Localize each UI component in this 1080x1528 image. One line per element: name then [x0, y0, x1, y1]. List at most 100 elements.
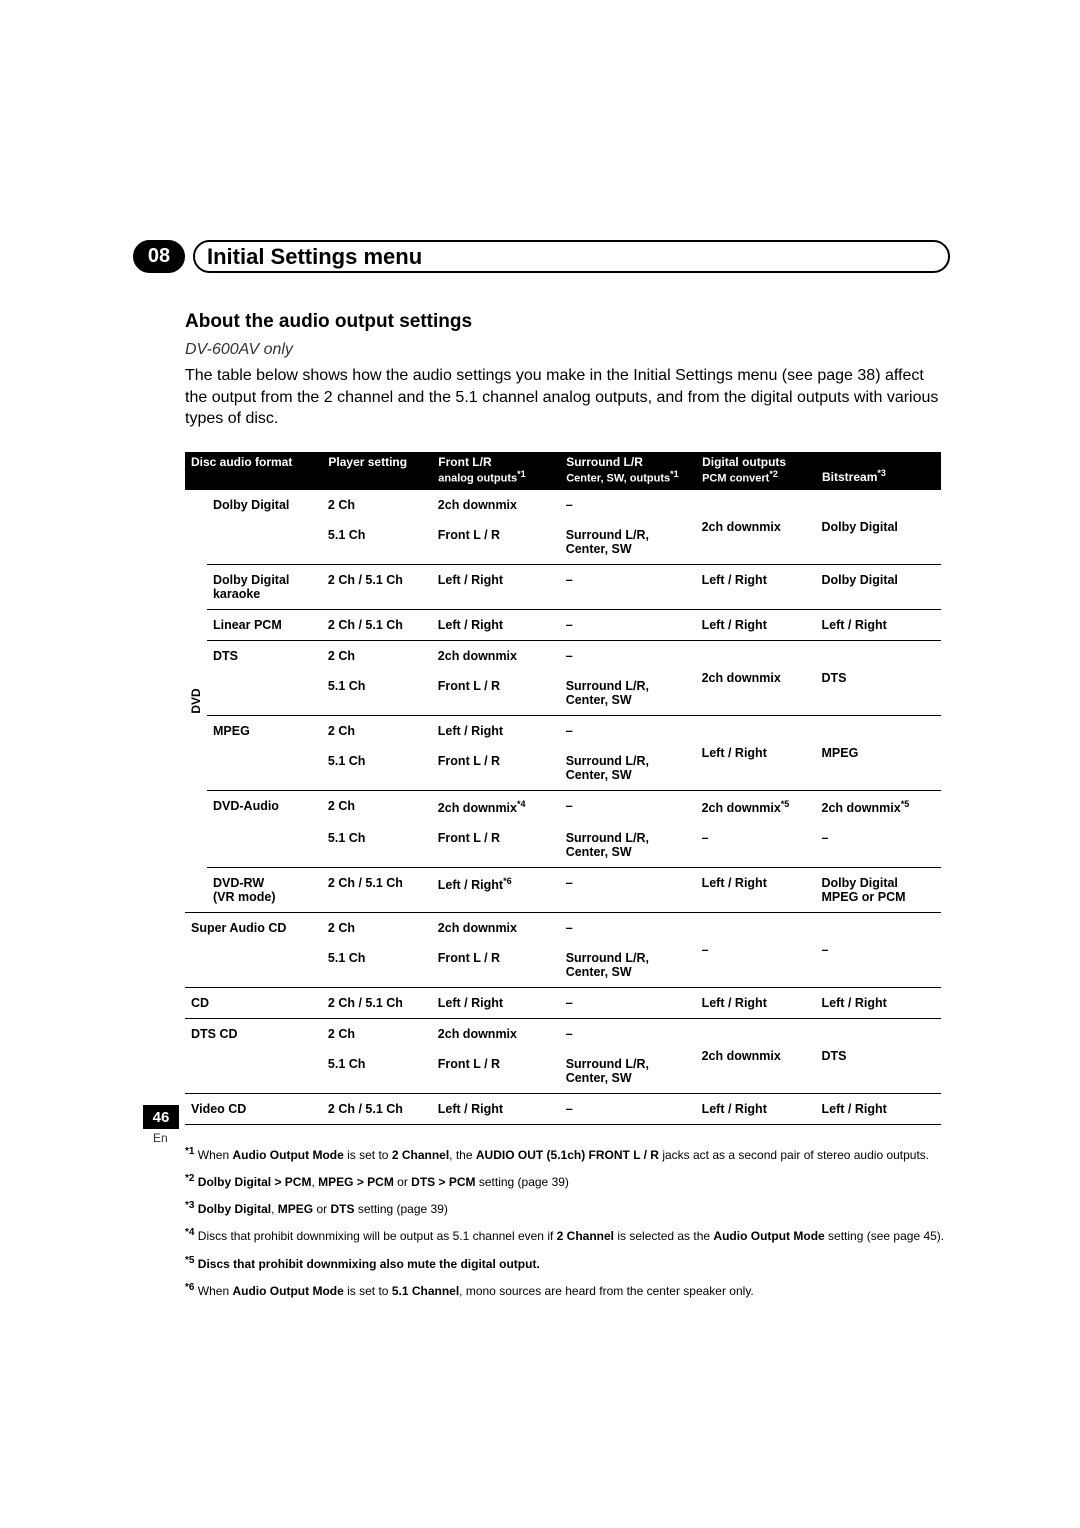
front-cell: Left / Right: [432, 564, 560, 609]
surround-cell: –: [560, 489, 696, 520]
surround-cell: –: [560, 715, 696, 746]
dvd-vertical-label: DVD: [185, 489, 207, 912]
chapter-title-pill: Initial Settings menu: [193, 240, 950, 273]
table-row: DTS2 Ch2ch downmix–2ch downmixDTS: [185, 640, 941, 671]
chapter-title: Initial Settings menu: [207, 244, 422, 270]
pcm-cell: Left / Right: [696, 609, 816, 640]
surround-cell: –: [560, 987, 696, 1018]
front-cell: Left / Right: [432, 987, 560, 1018]
table-row: Super Audio CD2 Ch2ch downmix–––: [185, 912, 941, 943]
format-cell: Video CD: [185, 1093, 322, 1124]
format-cell: Dolby Digital: [207, 489, 322, 564]
table-row: Video CD2 Ch / 5.1 ChLeft / Right–Left /…: [185, 1093, 941, 1124]
front-cell: Front L / R: [432, 1049, 560, 1094]
col-front-lr: Front L/Ranalog outputs*1: [432, 452, 560, 489]
footnote-2: *2 Dolby Digital > PCM, MPEG > PCM or DT…: [185, 1172, 950, 1190]
section-heading: About the audio output settings: [185, 311, 950, 333]
pcm-cell: Left / Right: [696, 715, 816, 790]
pcm-cell: Left / Right: [696, 867, 816, 912]
format-cell: Super Audio CD: [185, 912, 322, 987]
front-cell: 2ch downmix*4: [432, 790, 560, 823]
table-row: MPEG2 ChLeft / Right–Left / RightMPEG: [185, 715, 941, 746]
front-cell: Left / Right*6: [432, 867, 560, 912]
surround-cell: Surround L/R,Center, SW: [560, 746, 696, 791]
bitstream-cell: –: [816, 912, 941, 987]
format-cell: DVD-Audio: [207, 790, 322, 867]
format-cell: Dolby Digitalkaraoke: [207, 564, 322, 609]
pcm-cell: 2ch downmix: [696, 1018, 816, 1093]
surround-cell: Surround L/R,Center, SW: [560, 671, 696, 716]
surround-cell: –: [560, 790, 696, 823]
setting-cell: 5.1 Ch: [322, 746, 432, 791]
bitstream-cell: Dolby Digital: [816, 489, 941, 564]
model-note: DV-600AV only: [185, 341, 950, 359]
format-cell: MPEG: [207, 715, 322, 790]
table-row: CD2 Ch / 5.1 ChLeft / Right–Left / Right…: [185, 987, 941, 1018]
setting-cell: 2 Ch: [322, 1018, 432, 1049]
surround-cell: –: [560, 640, 696, 671]
surround-cell: Surround L/R,Center, SW: [560, 1049, 696, 1094]
front-cell: 2ch downmix: [432, 1018, 560, 1049]
page-number-badge: 46: [143, 1105, 179, 1129]
format-cell: DTS: [207, 640, 322, 715]
front-cell: 2ch downmix: [432, 912, 560, 943]
page: 08 Initial Settings menu About the audio…: [0, 0, 1080, 1299]
front-cell: Front L / R: [432, 671, 560, 716]
pcm-cell: –: [696, 912, 816, 987]
format-cell: DVD-RW(VR mode): [207, 867, 322, 912]
surround-cell: –: [560, 564, 696, 609]
table-row: DTS CD2 Ch2ch downmix–2ch downmixDTS: [185, 1018, 941, 1049]
format-cell: CD: [185, 987, 322, 1018]
bitstream-cell: Left / Right: [816, 1093, 941, 1124]
col-player-setting: Player setting: [322, 452, 432, 489]
bitstream-cell: DTS: [816, 1018, 941, 1093]
setting-cell: 5.1 Ch: [322, 1049, 432, 1094]
col-front-lr-label: Front L/Ranalog outputs*1: [438, 455, 553, 485]
footnote-6: *6 When Audio Output Mode is set to 5.1 …: [185, 1281, 950, 1299]
setting-cell: 2 Ch: [322, 715, 432, 746]
col-surround-label: Surround L/RCenter, SW, outputs*1: [566, 455, 689, 485]
surround-cell: –: [560, 867, 696, 912]
bitstream-cell: Left / Right: [816, 987, 941, 1018]
surround-cell: Surround L/R,Center, SW: [560, 520, 696, 565]
setting-cell: 5.1 Ch: [322, 943, 432, 988]
page-language: En: [153, 1131, 168, 1145]
col-bitstream-label: Bitstream*3: [822, 456, 934, 484]
pcm-cell: 2ch downmix*5: [696, 790, 816, 823]
pcm-cell: 2ch downmix: [696, 489, 816, 564]
table-body: DVDDolby Digital2 Ch2ch downmix–2ch down…: [185, 489, 941, 1124]
front-cell: Front L / R: [432, 746, 560, 791]
pcm-cell: 2ch downmix: [696, 640, 816, 715]
footnote-4: *4 Discs that prohibit downmixing will b…: [185, 1226, 950, 1244]
format-cell: Linear PCM: [207, 609, 322, 640]
bitstream-cell: 2ch downmix*5: [816, 790, 941, 823]
surround-cell: –: [560, 912, 696, 943]
front-cell: Front L / R: [432, 823, 560, 868]
bitstream-cell: Left / Right: [816, 609, 941, 640]
front-cell: 2ch downmix: [432, 489, 560, 520]
front-cell: 2ch downmix: [432, 640, 560, 671]
surround-cell: –: [560, 1093, 696, 1124]
setting-cell: 2 Ch / 5.1 Ch: [322, 867, 432, 912]
bitstream-cell: Dolby Digital: [816, 564, 941, 609]
footnote-3: *3 Dolby Digital, MPEG or DTS setting (p…: [185, 1199, 950, 1217]
format-cell: DTS CD: [185, 1018, 322, 1093]
col-bitstream: Bitstream*3: [816, 452, 941, 489]
setting-cell: 2 Ch / 5.1 Ch: [322, 1093, 432, 1124]
intro-paragraph: The table below shows how the audio sett…: [185, 365, 950, 430]
bitstream-cell: Dolby DigitalMPEG or PCM: [816, 867, 941, 912]
footnote-1: *1 When Audio Output Mode is set to 2 Ch…: [185, 1145, 950, 1163]
table-row: DVDDolby Digital2 Ch2ch downmix–2ch down…: [185, 489, 941, 520]
bitstream-cell: DTS: [816, 640, 941, 715]
setting-cell: 2 Ch: [322, 790, 432, 823]
surround-cell: –: [560, 1018, 696, 1049]
pcm-cell: –: [696, 823, 816, 868]
setting-cell: 5.1 Ch: [322, 823, 432, 868]
bitstream-cell: –: [816, 823, 941, 868]
col-disc-format: Disc audio format: [185, 452, 322, 489]
surround-cell: Surround L/R,Center, SW: [560, 943, 696, 988]
setting-cell: 2 Ch / 5.1 Ch: [322, 987, 432, 1018]
front-cell: Front L / R: [432, 520, 560, 565]
col-surround: Surround L/RCenter, SW, outputs*1: [560, 452, 696, 489]
bitstream-cell: MPEG: [816, 715, 941, 790]
